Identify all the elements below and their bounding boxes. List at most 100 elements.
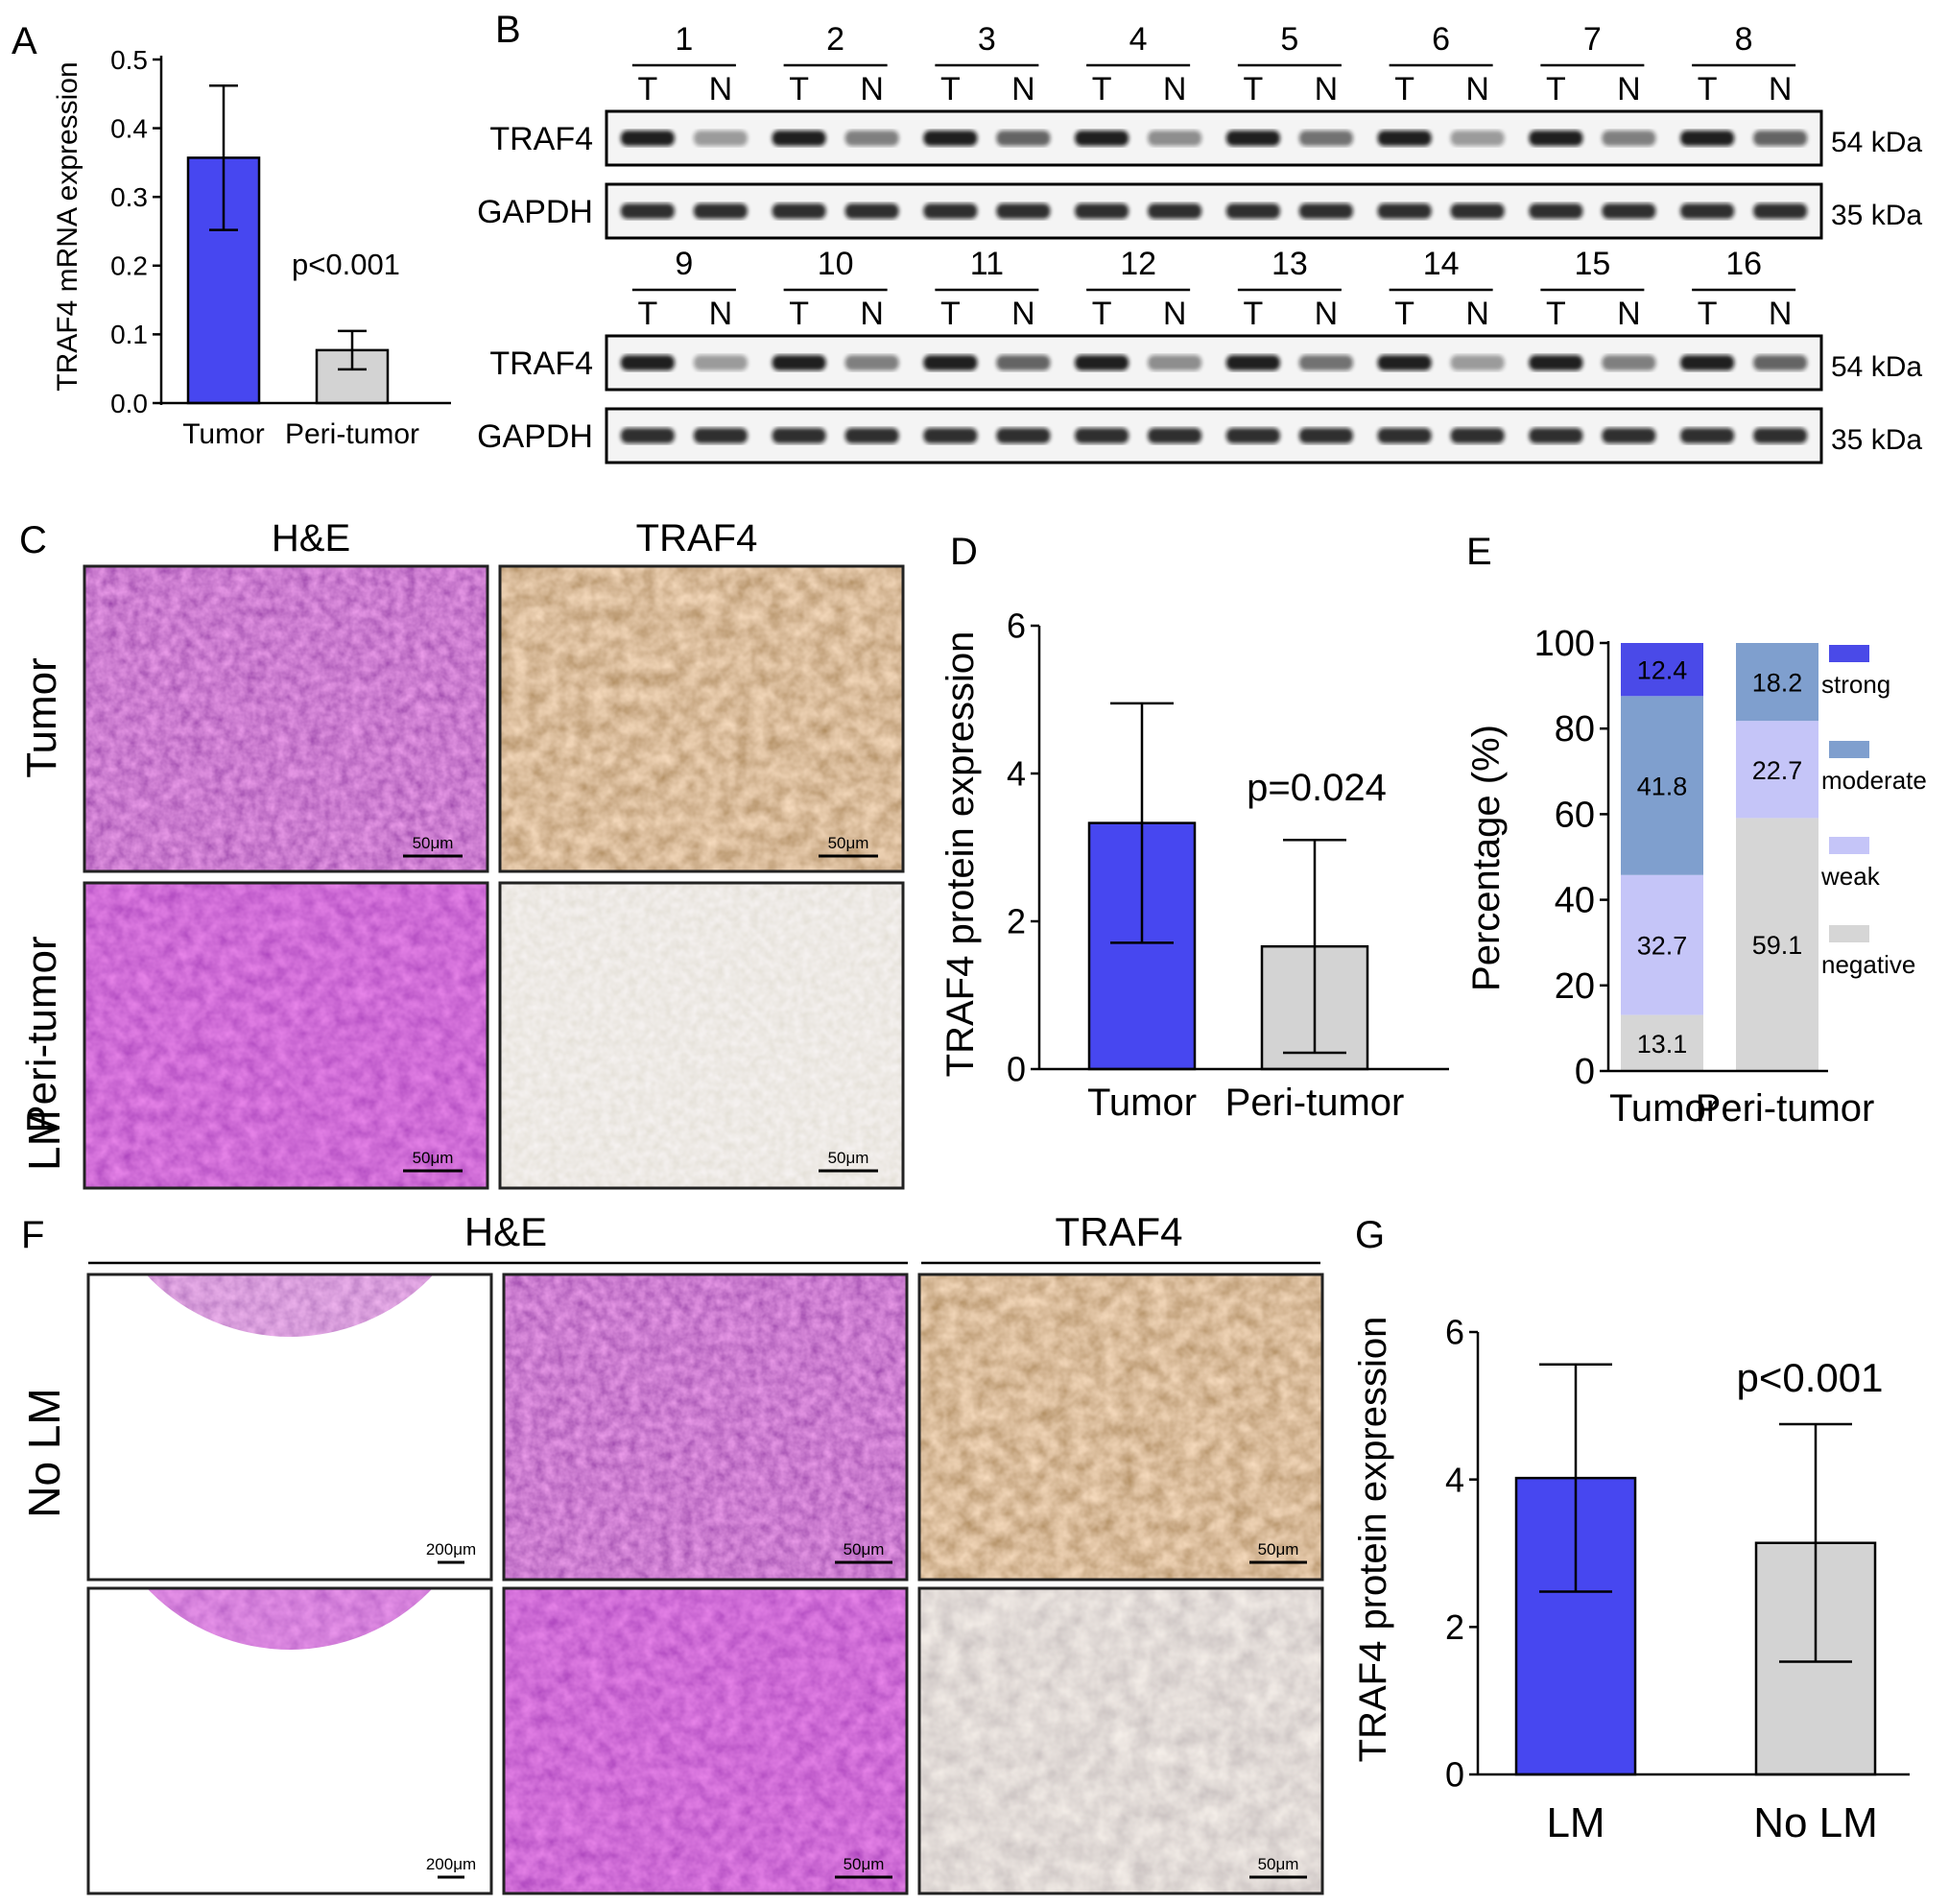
micrograph-lm-he-core <box>86 1273 493 1582</box>
blot-band <box>1298 203 1353 219</box>
panel-f: F H&E TRAF4 LM No LM <box>19 1109 1324 1895</box>
a-x-label: Tumor <box>182 418 265 450</box>
panel-g-y-ticks: 0 2 4 6 <box>1445 1313 1478 1795</box>
panel-c-row-peri-tumor: Peri-tumor <box>18 936 65 1132</box>
scalebar-c2: 50μm <box>819 834 878 858</box>
e-y-tick-label: 20 <box>1555 966 1595 1007</box>
blot-band <box>1602 203 1656 219</box>
blot-pair-number: 8 <box>1735 21 1753 58</box>
panel-c-row-tumor: Tumor <box>18 657 65 778</box>
blot-band <box>1075 131 1129 146</box>
micrograph-tumor-he <box>83 564 489 873</box>
blot-band <box>1148 428 1202 443</box>
panel-c-column-traf4: TRAF4 <box>636 517 758 559</box>
blot-lane-label: N <box>860 296 884 332</box>
panel-e: E Percentage (%) 0 20 40 60 80 100 13.1 32.7 41… <box>1465 531 1927 1130</box>
a-error-bar <box>209 83 238 231</box>
micrograph-peri-tumor-traf4 <box>498 881 905 1190</box>
panel-f-row-lm: LM <box>19 1109 69 1171</box>
e-segment-peri-tumor-negative <box>1736 818 1818 1071</box>
g-error-bar <box>1539 1363 1612 1593</box>
blot-lane-label: N <box>1163 296 1187 332</box>
blot-band <box>1753 428 1808 443</box>
panel-c-column-he: H&E <box>272 517 350 559</box>
blot-band <box>1680 428 1735 443</box>
blot-protein-label: GAPDH <box>477 194 593 230</box>
blot-lane-label: N <box>1617 71 1641 107</box>
blot-band <box>1225 428 1280 443</box>
panel-a-y-ticks: 0.0 0.1 0.2 0.3 0.4 0.5 <box>110 45 161 418</box>
panel-g-x-labels: LM No LM <box>1546 1799 1877 1846</box>
blot-pair-number: 14 <box>1423 246 1460 282</box>
e-segment-tumor-strong <box>1621 643 1703 697</box>
scalebar-f3: 50μm <box>1249 1540 1307 1564</box>
legend-label-moderate: moderate <box>1821 766 1927 795</box>
micrograph-no-lm-traf4 <box>917 1586 1324 1895</box>
panel-letter-g: G <box>1355 1214 1385 1256</box>
g-x-label: No LM <box>1753 1799 1878 1846</box>
blot-lane-label: N <box>1315 71 1339 107</box>
blot-band <box>923 428 978 443</box>
d-error-bar <box>1110 702 1174 944</box>
panel-e-y-axis-label: Percentage (%) <box>1465 725 1508 991</box>
blot-pair-number: 9 <box>675 246 693 282</box>
blot-band <box>1529 355 1583 370</box>
blot-band <box>620 428 675 443</box>
blot-band <box>844 355 899 370</box>
panel-d-bars <box>1039 702 1449 1071</box>
scalebar-f1: 200μm <box>426 1540 476 1564</box>
panel-a-x-labels: Tumor Peri-tumor <box>182 418 419 450</box>
scalebar-c4: 50μm <box>819 1149 878 1173</box>
e-x-label: Peri-tumor <box>1696 1087 1875 1130</box>
blot-band <box>1225 131 1280 146</box>
panel-a-y-axis-label: TRAF4 mRNA expression <box>52 61 83 391</box>
blot-lane-label: T <box>1092 296 1112 332</box>
e-segment-tumor-moderate <box>1621 696 1703 875</box>
blot-pair-number: 4 <box>1129 21 1148 58</box>
panel-a-bars <box>161 83 451 405</box>
micrograph-no-lm-he-core <box>86 1586 493 1895</box>
blot-size-label: 54 kDa <box>1831 351 1922 383</box>
a-error-bar <box>338 329 367 371</box>
legend-label-weak: weak <box>1820 862 1881 891</box>
blot-lane-label: N <box>1465 71 1489 107</box>
e-data-label: 22.7 <box>1752 756 1803 785</box>
blot-pair-number: 7 <box>1583 21 1602 58</box>
e-segment-peri-tumor-strong <box>1736 643 1818 722</box>
blot-band <box>1075 203 1129 219</box>
blot-lane-label: N <box>709 71 733 107</box>
blot-lane-label: T <box>1394 296 1414 332</box>
blot-lane-label: T <box>1546 296 1566 332</box>
e-segment-tumor-weak <box>1621 874 1703 1015</box>
panel-a: A TRAF4 mRNA expression 0.00.10.20.30.40… <box>12 20 451 450</box>
panel-d-y-ticks: 0 2 4 6 <box>1007 607 1039 1089</box>
panel-e-legend: strong moderate weak negative <box>1820 645 1927 979</box>
legend-label-strong: strong <box>1821 670 1890 699</box>
blot-band <box>1075 355 1129 370</box>
micrograph-lm-traf4 <box>917 1273 1324 1582</box>
a-y-tick-label: 0.2 <box>110 251 148 281</box>
blot-band <box>620 203 675 219</box>
blot-band <box>1075 428 1129 443</box>
blot-band <box>1753 355 1808 370</box>
blot-band <box>996 203 1051 219</box>
panel-letter-a: A <box>12 20 37 62</box>
blot-band <box>772 203 826 219</box>
a-y-tick-label: 0.0 <box>110 389 148 418</box>
panel-e-stacked-bars: 13.1 32.7 41.8 12.4 59.1 22.7 18.2 <box>1608 643 1828 1073</box>
panel-letter-d: D <box>950 531 978 573</box>
panel-d: D TRAF4 protein expression 0 2 4 6 Tumor Per… <box>939 531 1449 1124</box>
d-y-tick-label: 0 <box>1007 1050 1026 1089</box>
panel-letter-c: C <box>19 519 47 561</box>
legend-label-negative: negative <box>1821 950 1915 979</box>
blot-lane-label: N <box>1315 296 1339 332</box>
blot-lane-label: N <box>1163 71 1187 107</box>
scalebar-f1-label: 200μm <box>426 1540 476 1559</box>
legend-swatch-weak <box>1829 837 1869 854</box>
blot-pair-number: 16 <box>1725 246 1762 282</box>
blot-lane-label: N <box>1769 296 1793 332</box>
blot-band <box>1450 355 1505 370</box>
blot-lane-label: N <box>1465 296 1489 332</box>
blot-pair-number: 1 <box>675 21 693 58</box>
scalebar-f3-label: 50μm <box>1258 1540 1299 1559</box>
